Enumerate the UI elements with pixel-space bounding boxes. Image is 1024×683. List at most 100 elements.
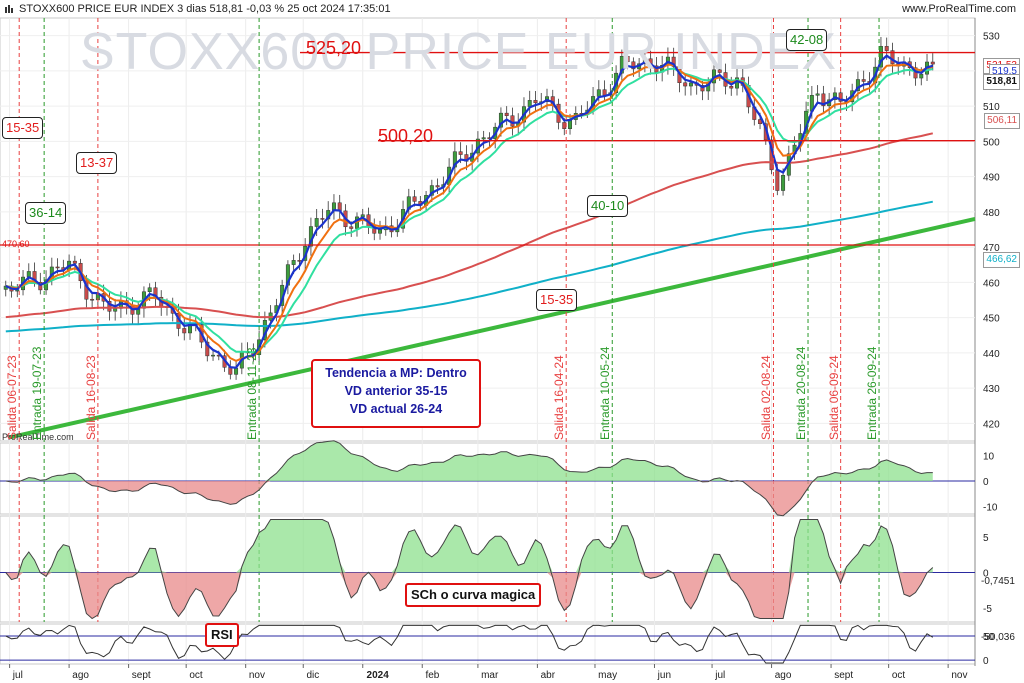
candle-body — [625, 56, 630, 63]
candle-body — [527, 100, 532, 107]
chart-type-icon[interactable] — [4, 4, 14, 14]
annotation-42-08: 42-08 — [786, 29, 828, 51]
candle-body — [861, 79, 866, 82]
panel-frame-3 — [0, 623, 976, 665]
annotation-15-35-a: 15-35 — [2, 117, 44, 139]
y-tick-label: 450 — [983, 314, 1000, 325]
signal-label-exit: Salida 02-08-24 — [759, 355, 774, 440]
ema-teal-line — [5, 67, 933, 354]
candle-body — [234, 367, 239, 375]
x-tick-label: may — [598, 670, 617, 681]
x-tick-label: oct — [892, 670, 906, 681]
candle-body — [72, 260, 77, 264]
candle-body — [435, 185, 440, 188]
trend-line — [9, 216, 976, 440]
rsi-label: RSI — [205, 623, 239, 647]
signal-label-exit: Salida 16-04-24 — [552, 355, 567, 440]
sch-label: SCh o curva magica — [405, 583, 542, 607]
trend-line-3: VD actual 26-24 — [349, 402, 443, 416]
x-tick-label: abr — [541, 670, 556, 681]
annotation-36-14: 36-14 — [25, 202, 67, 224]
candle-body — [147, 287, 152, 292]
x-tick-label: mar — [481, 670, 499, 681]
signal-label-entry: Entrada 26-09-24 — [865, 346, 880, 440]
sch-positive-area — [5, 519, 933, 573]
signal-label-entry: Entrada 08-11-23 — [245, 347, 260, 440]
y-tick-label: 470 — [983, 243, 1000, 254]
osc-y-tick: 0 — [983, 656, 989, 667]
chart-header: STOXX600 PRICE EUR INDEX 3 dias 518,81 -… — [0, 0, 1024, 18]
candle-body — [884, 46, 889, 51]
level-label-525: 525,20 — [306, 38, 362, 58]
signal-label-entry: Entrada 10-05-24 — [598, 346, 613, 440]
annotation-13-37: 13-37 — [76, 152, 118, 174]
annotation-40-10: 40-10 — [587, 195, 629, 217]
ma-brown-line — [5, 132, 934, 319]
signal-label-entry: Entrada 20-08-24 — [794, 346, 809, 440]
x-tick-label: sept — [834, 670, 853, 681]
watermark: STOXX600 PRICE EUR INDEX — [80, 23, 838, 81]
logo: ProRealTime.com — [2, 432, 74, 442]
candle-body — [683, 82, 688, 87]
candle-body — [205, 341, 210, 357]
signal-label-exit: Salida 16-08-23 — [83, 355, 98, 440]
price-tag: 506,11 — [984, 112, 1020, 129]
candle-body — [481, 137, 486, 140]
x-tick-label: dic — [306, 670, 319, 681]
price-tag: 518,81 — [983, 74, 1020, 91]
osc-y-tick: 5 — [983, 533, 989, 544]
candle-body — [602, 89, 607, 96]
candles — [3, 37, 935, 380]
ma-cyan-line — [5, 200, 933, 333]
candle-body — [504, 112, 509, 116]
chart-title: STOXX600 PRICE EUR INDEX 3 dias 518,81 -… — [19, 3, 391, 15]
trend-info-box: Tendencia a MP: Dentro VD anterior 35-15… — [311, 359, 481, 428]
x-tick-label: sept — [132, 670, 151, 681]
candle-body — [211, 354, 216, 357]
candle-body — [855, 79, 860, 91]
candle-body — [458, 151, 463, 155]
candle-body — [498, 112, 503, 128]
price-tag: 466,62 — [983, 252, 1020, 269]
candle-body — [596, 89, 601, 97]
candle-body — [619, 56, 624, 74]
osc-y-tick: 10 — [983, 452, 995, 463]
candle-body — [919, 73, 924, 79]
oscillator-negative-area — [5, 481, 933, 516]
candle-body — [182, 328, 187, 334]
x-tick-label: jul — [12, 670, 23, 681]
candle-body — [717, 69, 722, 73]
site-link[interactable]: www.ProRealTime.com — [902, 3, 1016, 15]
x-tick-label: ago — [775, 670, 792, 681]
candle-body — [107, 300, 112, 312]
candle-body — [113, 308, 118, 312]
candle-body — [930, 61, 935, 65]
annotation-15-35-b: 15-35 — [536, 289, 578, 311]
ema-orange-line — [5, 63, 934, 363]
y-tick-label: 460 — [983, 278, 1000, 289]
candle-body — [55, 266, 60, 269]
x-tick-label: jul — [714, 670, 725, 681]
candle-body — [291, 260, 296, 265]
level-label-470: 470,60 — [2, 239, 30, 249]
candle-body — [297, 260, 302, 262]
y-tick-label: 490 — [983, 173, 1000, 184]
signal-label-entry: Entrada 19-07-23 — [30, 346, 45, 440]
osc-y-tick: 0 — [983, 569, 989, 580]
candle-body — [775, 169, 780, 191]
y-tick-label: 430 — [983, 384, 1000, 395]
x-tick-label: oct — [189, 670, 203, 681]
osc-y-tick: 50 — [983, 632, 995, 643]
y-tick-label: 480 — [983, 208, 1000, 219]
candle-body — [671, 56, 676, 67]
candle-body — [781, 175, 786, 191]
y-tick-label: 500 — [983, 137, 1000, 148]
osc-y-tick: -5 — [983, 604, 992, 615]
candle-body — [688, 82, 693, 87]
candle-body — [90, 298, 95, 301]
x-tick-label: feb — [425, 670, 439, 681]
ema-fast-line — [5, 54, 934, 369]
candle-body — [429, 185, 434, 196]
osc-y-tick: -10 — [983, 502, 998, 513]
